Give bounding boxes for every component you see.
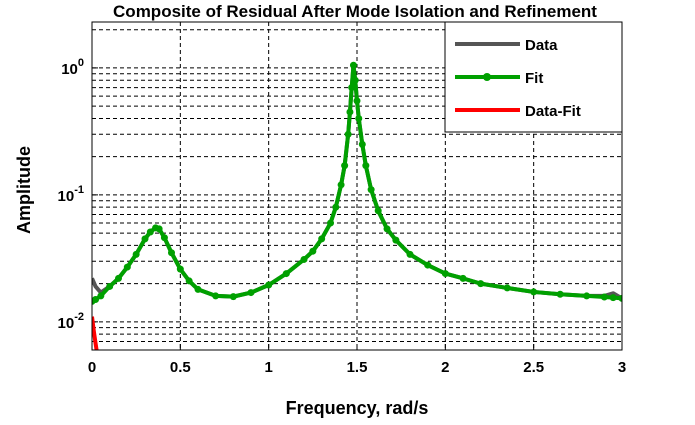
x-tick-label: 0 — [88, 359, 96, 376]
series-marker — [309, 247, 317, 255]
y-tick-base: 10 — [58, 315, 75, 332]
x-tick-label: 2 — [441, 359, 449, 376]
series-marker — [247, 289, 255, 297]
chart-title: Composite of Residual After Mode Isolati… — [113, 2, 597, 21]
series-marker — [318, 235, 326, 243]
y-tick-base: 10 — [58, 188, 75, 205]
y-tick-exp: 0 — [78, 57, 84, 69]
series-marker — [194, 285, 202, 293]
series-marker — [383, 225, 391, 233]
series-marker — [115, 274, 122, 282]
plot-frame — [91, 21, 623, 351]
series-marker — [97, 292, 105, 300]
series-marker — [332, 203, 340, 211]
series-marker — [327, 219, 334, 227]
series-marker — [176, 265, 184, 273]
series-marker — [367, 186, 375, 194]
series-marker — [282, 270, 290, 278]
legend-label: Data — [525, 37, 558, 54]
series-marker — [392, 236, 400, 244]
series-marker — [168, 249, 175, 257]
series-marker — [185, 277, 193, 285]
series-marker — [424, 261, 432, 269]
series-marker — [341, 162, 349, 170]
series-marker — [344, 130, 352, 138]
y-tick-label: 10-1 — [58, 184, 84, 205]
series-marker — [132, 250, 140, 258]
x-tick-label: 2.5 — [523, 359, 544, 376]
series-marker — [141, 235, 149, 243]
y-tick-label: 100 — [61, 57, 84, 78]
series-marker — [351, 76, 359, 84]
x-tick-label: 1 — [264, 359, 272, 376]
series-marker — [530, 288, 538, 296]
series-marker — [362, 162, 370, 170]
series-marker — [600, 293, 608, 301]
series-marker — [349, 61, 357, 69]
x-tick-label: 1.5 — [347, 359, 368, 376]
series-marker — [337, 181, 345, 189]
legend-label: Fit — [525, 70, 543, 87]
series-marker — [503, 284, 511, 292]
plot-area — [92, 61, 622, 350]
series-marker — [556, 290, 564, 298]
legend-label: Data-Fit — [525, 103, 581, 120]
series-marker — [618, 294, 622, 302]
series-marker — [609, 294, 617, 302]
series-marker — [374, 207, 382, 215]
series-marker — [477, 280, 485, 288]
series-marker — [106, 282, 114, 290]
series-marker — [146, 228, 154, 236]
series-marker — [212, 292, 220, 300]
series-marker — [348, 84, 356, 92]
series-marker — [441, 270, 449, 278]
legend-marker — [483, 73, 491, 81]
y-axis-label: Amplitude — [14, 146, 34, 234]
x-axis-label: Frequency, rad/s — [286, 398, 429, 418]
x-tick-label: 3 — [618, 359, 626, 376]
series-marker — [346, 108, 354, 116]
series-marker — [583, 292, 591, 300]
series-marker — [300, 255, 308, 263]
series-marker — [160, 234, 168, 242]
series-marker — [92, 295, 100, 303]
series-marker — [353, 97, 361, 105]
y-tick-exp: -2 — [74, 311, 84, 323]
y-tick-exp: -1 — [74, 184, 84, 196]
series-marker — [459, 274, 467, 282]
series-marker — [355, 114, 363, 122]
series-marker — [229, 293, 237, 301]
x-tick-label: 0.5 — [170, 359, 191, 376]
series-marker — [358, 140, 366, 148]
series-marker — [155, 225, 163, 233]
series-marker — [265, 281, 273, 289]
y-tick-label: 10-2 — [58, 311, 84, 332]
series-line — [92, 316, 99, 350]
series-marker — [406, 250, 414, 258]
y-tick-base: 10 — [61, 61, 78, 78]
series-marker — [123, 263, 131, 271]
